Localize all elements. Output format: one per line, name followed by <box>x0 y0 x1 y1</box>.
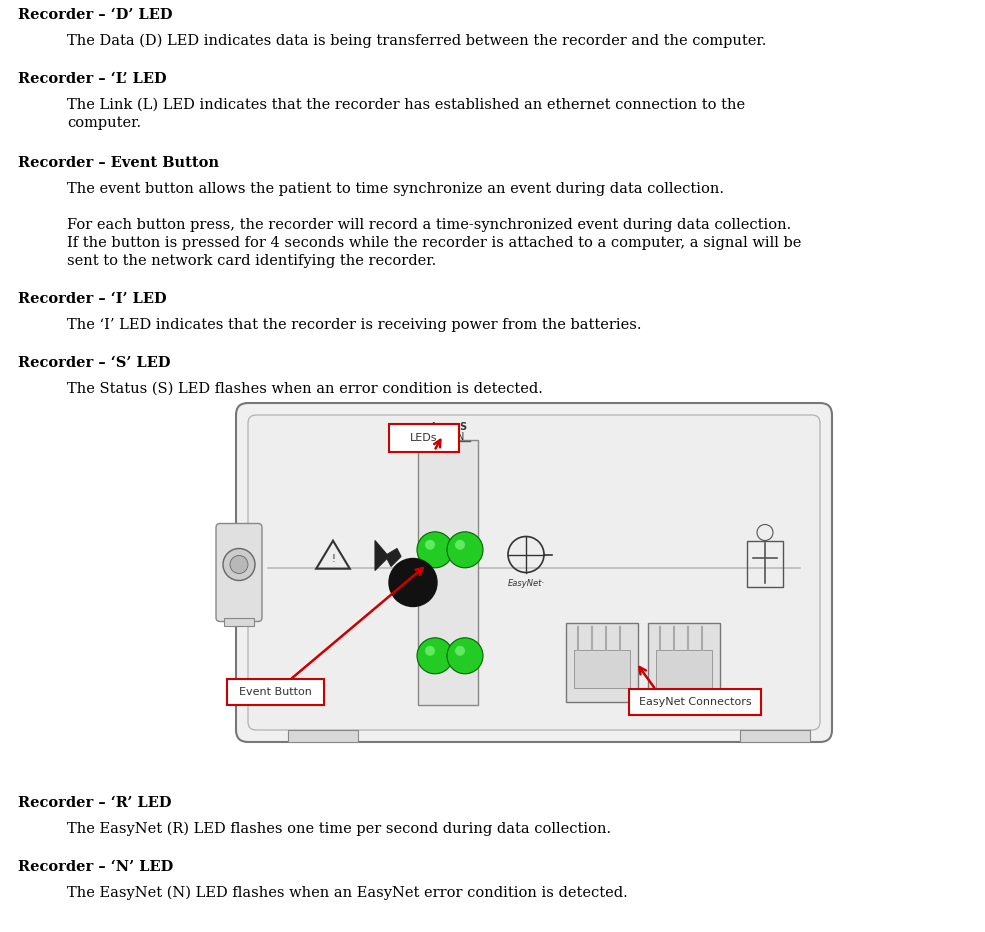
Text: R: R <box>427 432 434 442</box>
FancyBboxPatch shape <box>629 689 761 715</box>
Text: Recorder – ‘I’ LED: Recorder – ‘I’ LED <box>18 292 166 306</box>
Circle shape <box>447 637 483 674</box>
Text: N: N <box>457 432 465 442</box>
Text: Recorder – ‘L’ LED: Recorder – ‘L’ LED <box>18 72 166 86</box>
FancyBboxPatch shape <box>227 679 324 705</box>
Bar <box>288 730 358 742</box>
Circle shape <box>417 637 453 674</box>
Text: The EasyNet (N) LED flashes when an EasyNet error condition is detected.: The EasyNet (N) LED flashes when an Easy… <box>67 886 627 900</box>
Text: The event button allows the patient to time synchronize an event during data col: The event button allows the patient to t… <box>67 182 724 196</box>
Polygon shape <box>375 541 401 570</box>
Bar <box>740 730 810 742</box>
Circle shape <box>223 549 255 581</box>
Text: Recorder – ‘D’ LED: Recorder – ‘D’ LED <box>18 8 172 22</box>
Circle shape <box>455 646 465 656</box>
Text: The Status (S) LED flashes when an error condition is detected.: The Status (S) LED flashes when an error… <box>67 382 543 396</box>
FancyBboxPatch shape <box>248 415 820 730</box>
Circle shape <box>447 532 483 568</box>
Text: EasyNet Connectors: EasyNet Connectors <box>638 697 752 707</box>
FancyBboxPatch shape <box>236 403 832 742</box>
Text: The Data (D) LED indicates data is being transferred between the recorder and th: The Data (D) LED indicates data is being… <box>67 34 766 48</box>
Text: S: S <box>459 422 467 432</box>
Text: !: ! <box>331 555 335 565</box>
Circle shape <box>389 558 437 607</box>
Text: Recorder – ‘S’ LED: Recorder – ‘S’ LED <box>18 356 170 370</box>
Text: Recorder – ‘N’ LED: Recorder – ‘N’ LED <box>18 860 173 874</box>
Text: For each button press, the recorder will record a time-synchronized event during: For each button press, the recorder will… <box>67 218 791 232</box>
Circle shape <box>425 540 435 550</box>
Circle shape <box>230 555 248 573</box>
Text: The ‘I’ LED indicates that the recorder is receiving power from the batteries.: The ‘I’ LED indicates that the recorder … <box>67 318 641 332</box>
Bar <box>747 541 783 586</box>
Text: EasyNet·: EasyNet· <box>507 579 545 587</box>
Circle shape <box>425 646 435 656</box>
Bar <box>656 650 712 688</box>
Bar <box>224 618 254 625</box>
Text: The EasyNet (R) LED flashes one time per second during data collection.: The EasyNet (R) LED flashes one time per… <box>67 822 611 836</box>
Bar <box>574 650 630 688</box>
FancyBboxPatch shape <box>216 524 262 622</box>
FancyBboxPatch shape <box>566 623 638 702</box>
FancyBboxPatch shape <box>389 424 459 452</box>
Text: The Link (L) LED indicates that the recorder has established an ethernet connect: The Link (L) LED indicates that the reco… <box>67 98 745 112</box>
Text: Recorder – Event Button: Recorder – Event Button <box>18 156 219 170</box>
Text: I: I <box>431 422 434 432</box>
Text: computer.: computer. <box>67 116 141 130</box>
Text: Event Button: Event Button <box>239 687 312 697</box>
Text: sent to the network card identifying the recorder.: sent to the network card identifying the… <box>67 254 436 268</box>
Text: LEDs: LEDs <box>410 433 437 443</box>
Text: If the button is pressed for 4 seconds while the recorder is attached to a compu: If the button is pressed for 4 seconds w… <box>67 236 802 250</box>
Circle shape <box>455 540 465 550</box>
Circle shape <box>417 532 453 568</box>
FancyBboxPatch shape <box>648 623 720 702</box>
Text: Recorder – ‘R’ LED: Recorder – ‘R’ LED <box>18 796 171 810</box>
Bar <box>418 440 478 705</box>
